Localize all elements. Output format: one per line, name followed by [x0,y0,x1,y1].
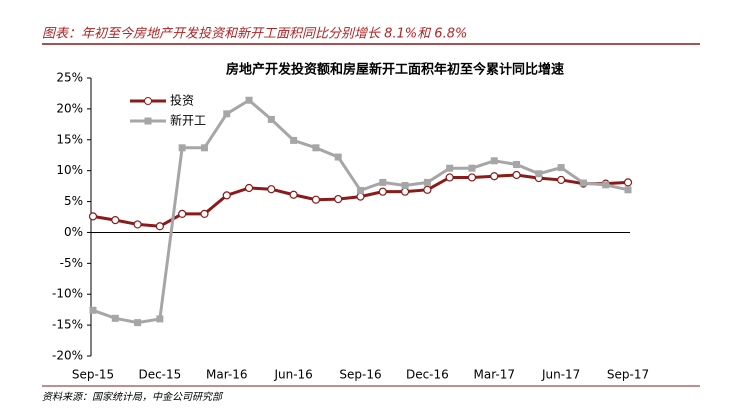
y-tick-label: 20% [56,101,83,115]
x-tick-label: Jun-17 [541,368,580,382]
point [267,115,275,123]
point [423,185,432,194]
point [423,178,431,186]
x-tick-label: Mar-17 [474,368,515,382]
point [579,179,587,187]
x-tick-label: Dec-16 [406,368,449,382]
point [379,178,387,186]
point [490,172,499,181]
header-title: 图表：年初至今房地产开发投资和新开工面积同比分别增长 8.1%和 6.8% [42,26,467,42]
point [378,187,387,196]
y-tick-label: -10% [52,287,83,301]
y-tick-label: 10% [56,163,83,177]
y-tick-label: -20% [52,349,83,363]
point [312,144,320,152]
x-tick-label: Sep-17 [607,368,649,382]
point [311,195,321,204]
x-tick-label: Jun-16 [273,368,312,382]
point [244,183,254,193]
point [88,212,98,221]
point [155,222,164,231]
point [512,170,521,180]
point [111,314,119,322]
point [178,144,186,152]
point [111,215,120,225]
point [290,136,298,144]
point [445,173,454,182]
point [245,96,253,104]
x-tick-label: Dec-15 [138,368,181,382]
point [178,209,187,219]
point [557,164,565,172]
x-tick-label: Mar-16 [206,368,247,382]
point [400,187,410,196]
point [267,185,276,194]
point [200,209,209,219]
point [557,175,566,185]
point [334,194,343,204]
y-tick-label: 15% [56,132,83,146]
y-tick-label: 25% [56,71,83,85]
point [624,186,632,194]
x-tick-label: Sep-16 [339,368,381,382]
point [134,319,142,327]
legend-marker [144,97,152,105]
y-tick-label: 5% [64,194,83,208]
point [623,178,633,187]
point [401,181,409,189]
point [222,191,231,200]
legend-label: 新开工 [170,113,206,128]
source: 资料来源：国家统计局，中金公司研究部 [42,391,224,403]
point [446,164,454,172]
point [468,164,476,172]
point [89,306,97,314]
point [535,170,543,178]
point [513,160,521,168]
y-tick-label: -5% [60,256,83,270]
point [289,190,298,199]
point [133,220,142,229]
point [357,186,364,194]
point [200,144,208,152]
legend-marker [144,117,152,125]
chart-title: 房地产开发投资额和房屋新开工面积年初至今累计同比增速 [226,62,564,78]
point [490,157,498,165]
point [602,181,610,189]
y-tick-label: -15% [52,318,83,332]
y-tick-label: 0% [64,225,83,239]
series-line [92,98,629,325]
point [334,153,342,161]
point [356,192,365,201]
legend-label: 投资 [170,93,194,108]
point [467,173,477,182]
point [156,315,164,323]
point [223,110,231,118]
x-tick-label: Sep-15 [72,368,114,382]
